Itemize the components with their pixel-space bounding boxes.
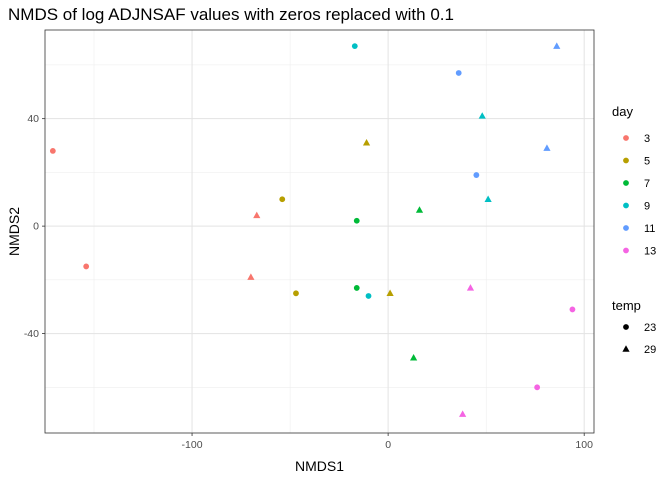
chart-title: NMDS of log ADJNSAF values with zeros re… <box>8 5 454 24</box>
data-point <box>365 293 372 299</box>
legend-day-key <box>623 180 629 186</box>
x-tick-label: 0 <box>385 439 391 451</box>
data-point <box>415 206 424 213</box>
legend-day-label: 11 <box>644 223 655 235</box>
legend-day-label: 9 <box>644 201 650 213</box>
legend-day-key <box>623 157 629 164</box>
data-point <box>362 139 371 146</box>
legend-temp: temp 23 29 <box>612 298 656 356</box>
legend-day-key <box>623 135 629 141</box>
data-point <box>455 70 462 76</box>
x-tick-label: 100 <box>575 439 593 451</box>
legend-day-label: 13 <box>644 246 656 258</box>
data-point <box>293 290 299 297</box>
y-axis-title: NMDS2 <box>6 207 22 256</box>
data-point <box>459 410 467 417</box>
data-point <box>279 196 286 203</box>
legend-temp-key <box>622 345 630 352</box>
legend-temp-label: 29 <box>644 344 656 356</box>
data-point <box>569 306 576 313</box>
data-point <box>83 263 90 270</box>
y-tick-label: -40 <box>24 328 39 340</box>
legend-temp-key <box>623 324 629 330</box>
data-points <box>49 42 576 417</box>
data-point <box>543 144 551 151</box>
x-axis-ticks: -100 0 100 <box>182 433 593 451</box>
legend-day: day 3 5 7 9 11 13 <box>612 104 656 258</box>
legend-day-key <box>623 225 629 231</box>
plot-panel <box>45 30 594 433</box>
legend-temp-label: 23 <box>644 322 656 334</box>
plot-panel-border <box>44 29 595 434</box>
x-tick-label: -100 <box>182 439 203 451</box>
data-point <box>49 148 56 154</box>
legend-day-key <box>623 202 629 209</box>
y-tick-label: 0 <box>33 221 39 233</box>
y-axis-ticks: -40 0 40 <box>24 113 45 340</box>
legend-temp-title: temp <box>612 298 641 313</box>
data-point <box>353 217 360 224</box>
data-point <box>247 273 255 280</box>
data-point <box>353 285 360 291</box>
data-point <box>473 172 480 178</box>
data-point <box>484 195 492 202</box>
data-point <box>386 289 394 296</box>
y-tick-label: 40 <box>27 113 39 125</box>
legend-day-label: 5 <box>644 156 650 168</box>
data-point <box>351 43 358 50</box>
data-point <box>534 384 541 391</box>
data-point <box>466 284 475 291</box>
legend-day-label: 3 <box>644 133 650 145</box>
grid-lines <box>45 30 594 433</box>
data-point <box>478 112 486 119</box>
data-point <box>253 211 261 219</box>
data-point <box>553 42 561 49</box>
x-axis-title: NMDS1 <box>295 458 344 474</box>
legend-day-label: 7 <box>644 178 650 190</box>
data-point <box>410 353 418 361</box>
legend-day-key <box>623 247 629 254</box>
legend-day-title: day <box>612 104 633 119</box>
